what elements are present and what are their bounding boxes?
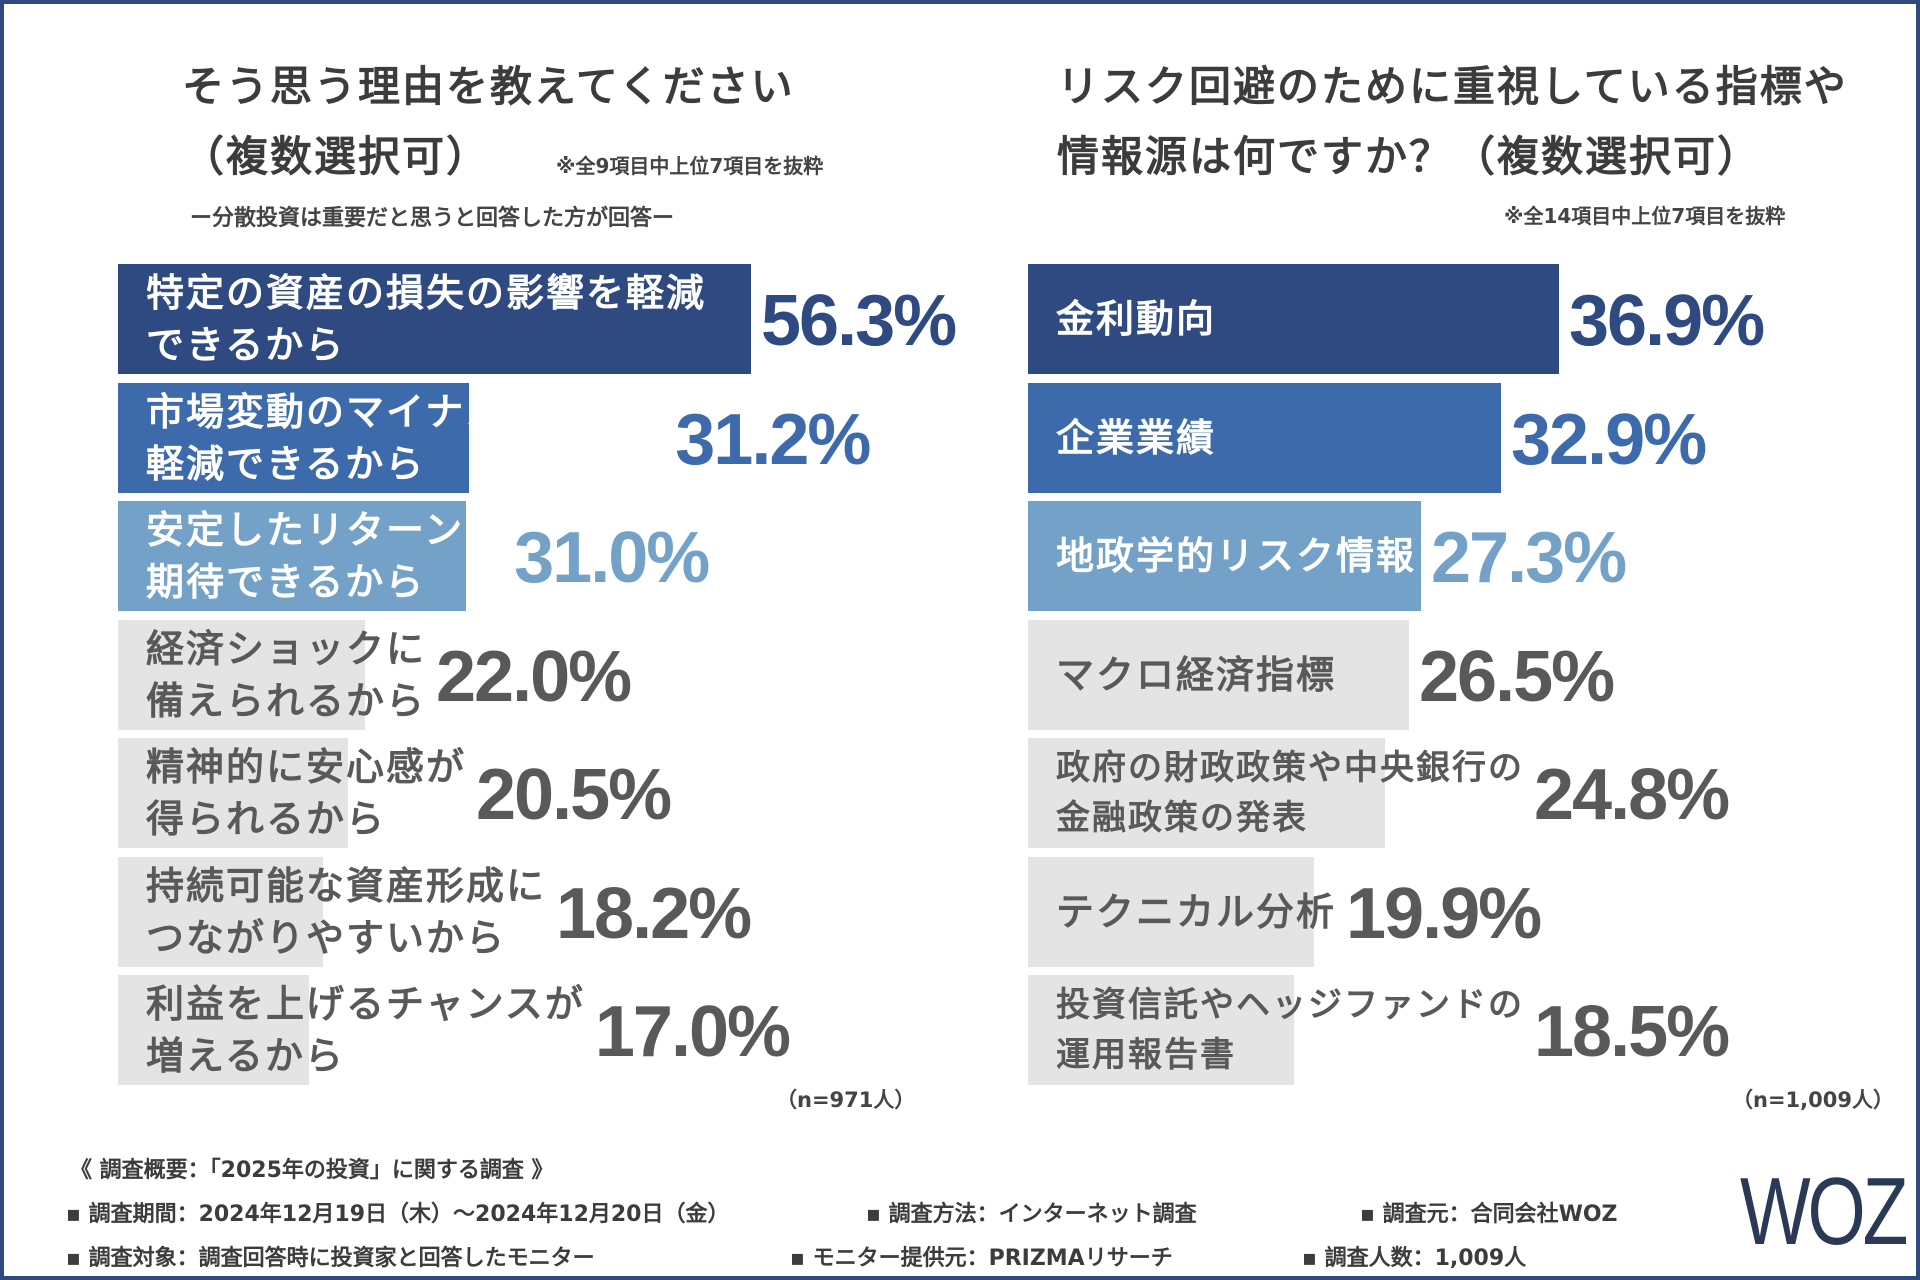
bar-category-label-line: 金融政策の発表 bbox=[1056, 798, 1308, 838]
bar-category-label: テクニカル分析 bbox=[1056, 886, 1336, 938]
bar-indicator-6 bbox=[1028, 856, 1314, 967]
bar-reason-7 bbox=[118, 975, 309, 1085]
bar-indicator-1 bbox=[1028, 264, 1559, 374]
bar-category-label-line: 備えられるから bbox=[146, 678, 427, 723]
bar-category-label-line: 得られるから bbox=[146, 797, 387, 841]
bar-category-label-line: 軽減できるから bbox=[146, 441, 426, 486]
monitor-provider: ▪ モニター提供元：PRIZMAリサーチ bbox=[790, 1246, 1173, 1271]
bar-category-label-line: 政府の財政政策や中央銀行の bbox=[1056, 748, 1524, 788]
survey-method: ▪ 調査方法：インターネット調査 bbox=[866, 1202, 1197, 1227]
bar-value-label: 24.8% bbox=[1534, 755, 1730, 835]
bar-category-label: 特定の資産の損失の影響を軽減 できるから bbox=[146, 267, 706, 371]
bar-category-label: 利益を上げるチャンスが 増えるから bbox=[146, 978, 585, 1082]
bar-reason-2 bbox=[118, 382, 469, 493]
bar-indicator-7 bbox=[1028, 975, 1294, 1085]
right-sample-size: （n=1,009人） bbox=[1732, 1088, 1894, 1112]
bar-category-label-line: 運用報告書 bbox=[1056, 1035, 1236, 1075]
left-chart-title-line2: （複数選択可） bbox=[182, 132, 491, 181]
bar-value-label: 27.3% bbox=[1431, 518, 1627, 598]
bar-category-label-line: マクロ経済指標 bbox=[1056, 652, 1337, 697]
bar-value-label: 31.0% bbox=[514, 518, 710, 598]
bar-category-label-line: 企業業績 bbox=[1056, 415, 1217, 460]
bar-value-label: 32.9% bbox=[1511, 399, 1707, 480]
woz-logo: WOZ bbox=[1740, 1158, 1908, 1265]
bar-reason-4 bbox=[118, 619, 365, 730]
bar-category-label-line: 利益を上げるチャンスが bbox=[146, 982, 585, 1026]
survey-overview-heading: 《 調査概要：「2025年の投資」に関する調査 》 bbox=[70, 1158, 554, 1183]
bar-category-label: 金利動向 bbox=[1056, 293, 1216, 345]
bar-category-label: 安定したリターンが 期待できるから bbox=[146, 504, 504, 608]
bar-value-label: 31.2% bbox=[675, 399, 871, 480]
bar-category-label-line: 精神的に安心感が bbox=[146, 745, 467, 789]
bar-value-label: 17.0% bbox=[594, 992, 791, 1072]
survey-target: ▪ 調査対象：調査回答時に投資家と回答したモニター bbox=[66, 1246, 595, 1271]
bar-category-label-line: 経済ショックに bbox=[146, 626, 427, 671]
right-chart-title-line2: 情報源は何ですか？（複数選択可） bbox=[1057, 132, 1762, 181]
bar-category-label: 市場変動のマイナスの影響を 軽減できるから bbox=[146, 386, 665, 490]
bar-category-label: 政府の財政政策や中央銀行の 金融政策の発表 bbox=[1056, 743, 1524, 843]
bar-reason-3 bbox=[118, 501, 466, 611]
survey-period: ▪ 調査期間：2024年12月19日（木）～2024年12月20日（金） bbox=[66, 1202, 730, 1227]
bar-category-label-line: できるから bbox=[146, 323, 346, 367]
bar-value-label: 26.5% bbox=[1419, 636, 1615, 717]
bar-reason-1 bbox=[118, 264, 751, 374]
survey-source: ▪ 調査元：合同会社WOZ bbox=[1360, 1202, 1618, 1227]
bar-value-label: 56.3% bbox=[761, 281, 957, 361]
bar-category-label-line: つながりやすいから bbox=[146, 915, 507, 960]
bar-indicator-2 bbox=[1028, 382, 1501, 493]
bar-category-label: 投資信託やヘッジファンドの 運用報告書 bbox=[1056, 980, 1524, 1080]
bar-category-label-line: 期待できるから bbox=[146, 560, 426, 604]
bar-category-label-line: 金利動向 bbox=[1056, 297, 1217, 341]
bar-category-label-line: 持続可能な資産形成に bbox=[146, 863, 547, 908]
left-chart-title-line1: そう思う理由を教えてください bbox=[182, 62, 795, 111]
bar-value-label: 18.5% bbox=[1534, 992, 1730, 1072]
bar-value-label: 36.9% bbox=[1569, 281, 1765, 361]
left-chart-subtitle: ー分散投資は重要だと思うと回答した方が回答ー bbox=[190, 206, 675, 231]
bar-category-label-line: 増えるから bbox=[146, 1034, 345, 1078]
right-chart-note: ※全14項目中上位7項目を抜粋 bbox=[1504, 204, 1786, 228]
bar-category-label-line: 安定したリターンが bbox=[146, 508, 505, 552]
bar-reason-6 bbox=[118, 856, 323, 967]
right-chart-title-line1: リスク回避のために重視している指標や bbox=[1057, 62, 1848, 111]
bar-category-label-line: 特定の資産の損失の影響を軽減 bbox=[146, 271, 707, 315]
bar-category-label: 持続可能な資産形成に つながりやすいから bbox=[146, 860, 546, 964]
bar-category-label: マクロ経済指標 bbox=[1056, 649, 1336, 701]
bar-category-label: 精神的に安心感が 得られるから bbox=[146, 741, 466, 845]
bar-reason-5 bbox=[118, 738, 348, 848]
survey-respondents: ▪ 調査人数：1,009人 bbox=[1302, 1246, 1527, 1271]
left-chart-note: ※全9項目中上位7項目を抜粋 bbox=[556, 154, 824, 178]
left-sample-size: （n=971人） bbox=[776, 1088, 916, 1112]
bar-value-label: 22.0% bbox=[436, 636, 632, 717]
bar-indicator-3 bbox=[1028, 501, 1421, 611]
bar-value-label: 20.5% bbox=[476, 755, 672, 835]
bar-indicator-5 bbox=[1028, 738, 1385, 848]
bar-value-label: 18.2% bbox=[556, 873, 752, 954]
bar-category-label: 企業業績 bbox=[1056, 412, 1216, 464]
bar-value-label: 19.9% bbox=[1346, 873, 1542, 954]
bar-category-label-line: 地政学的リスク情報 bbox=[1056, 534, 1417, 578]
bar-category-label-line: 投資信託やヘッジファンドの bbox=[1056, 985, 1524, 1025]
bar-category-label: 地政学的リスク情報 bbox=[1056, 530, 1416, 582]
bar-category-label: 経済ショックに 備えられるから bbox=[146, 623, 426, 727]
bar-indicator-4 bbox=[1028, 619, 1409, 730]
bar-category-label-line: 市場変動のマイナスの影響を bbox=[146, 389, 666, 434]
bar-category-label-line: テクニカル分析 bbox=[1056, 889, 1337, 934]
